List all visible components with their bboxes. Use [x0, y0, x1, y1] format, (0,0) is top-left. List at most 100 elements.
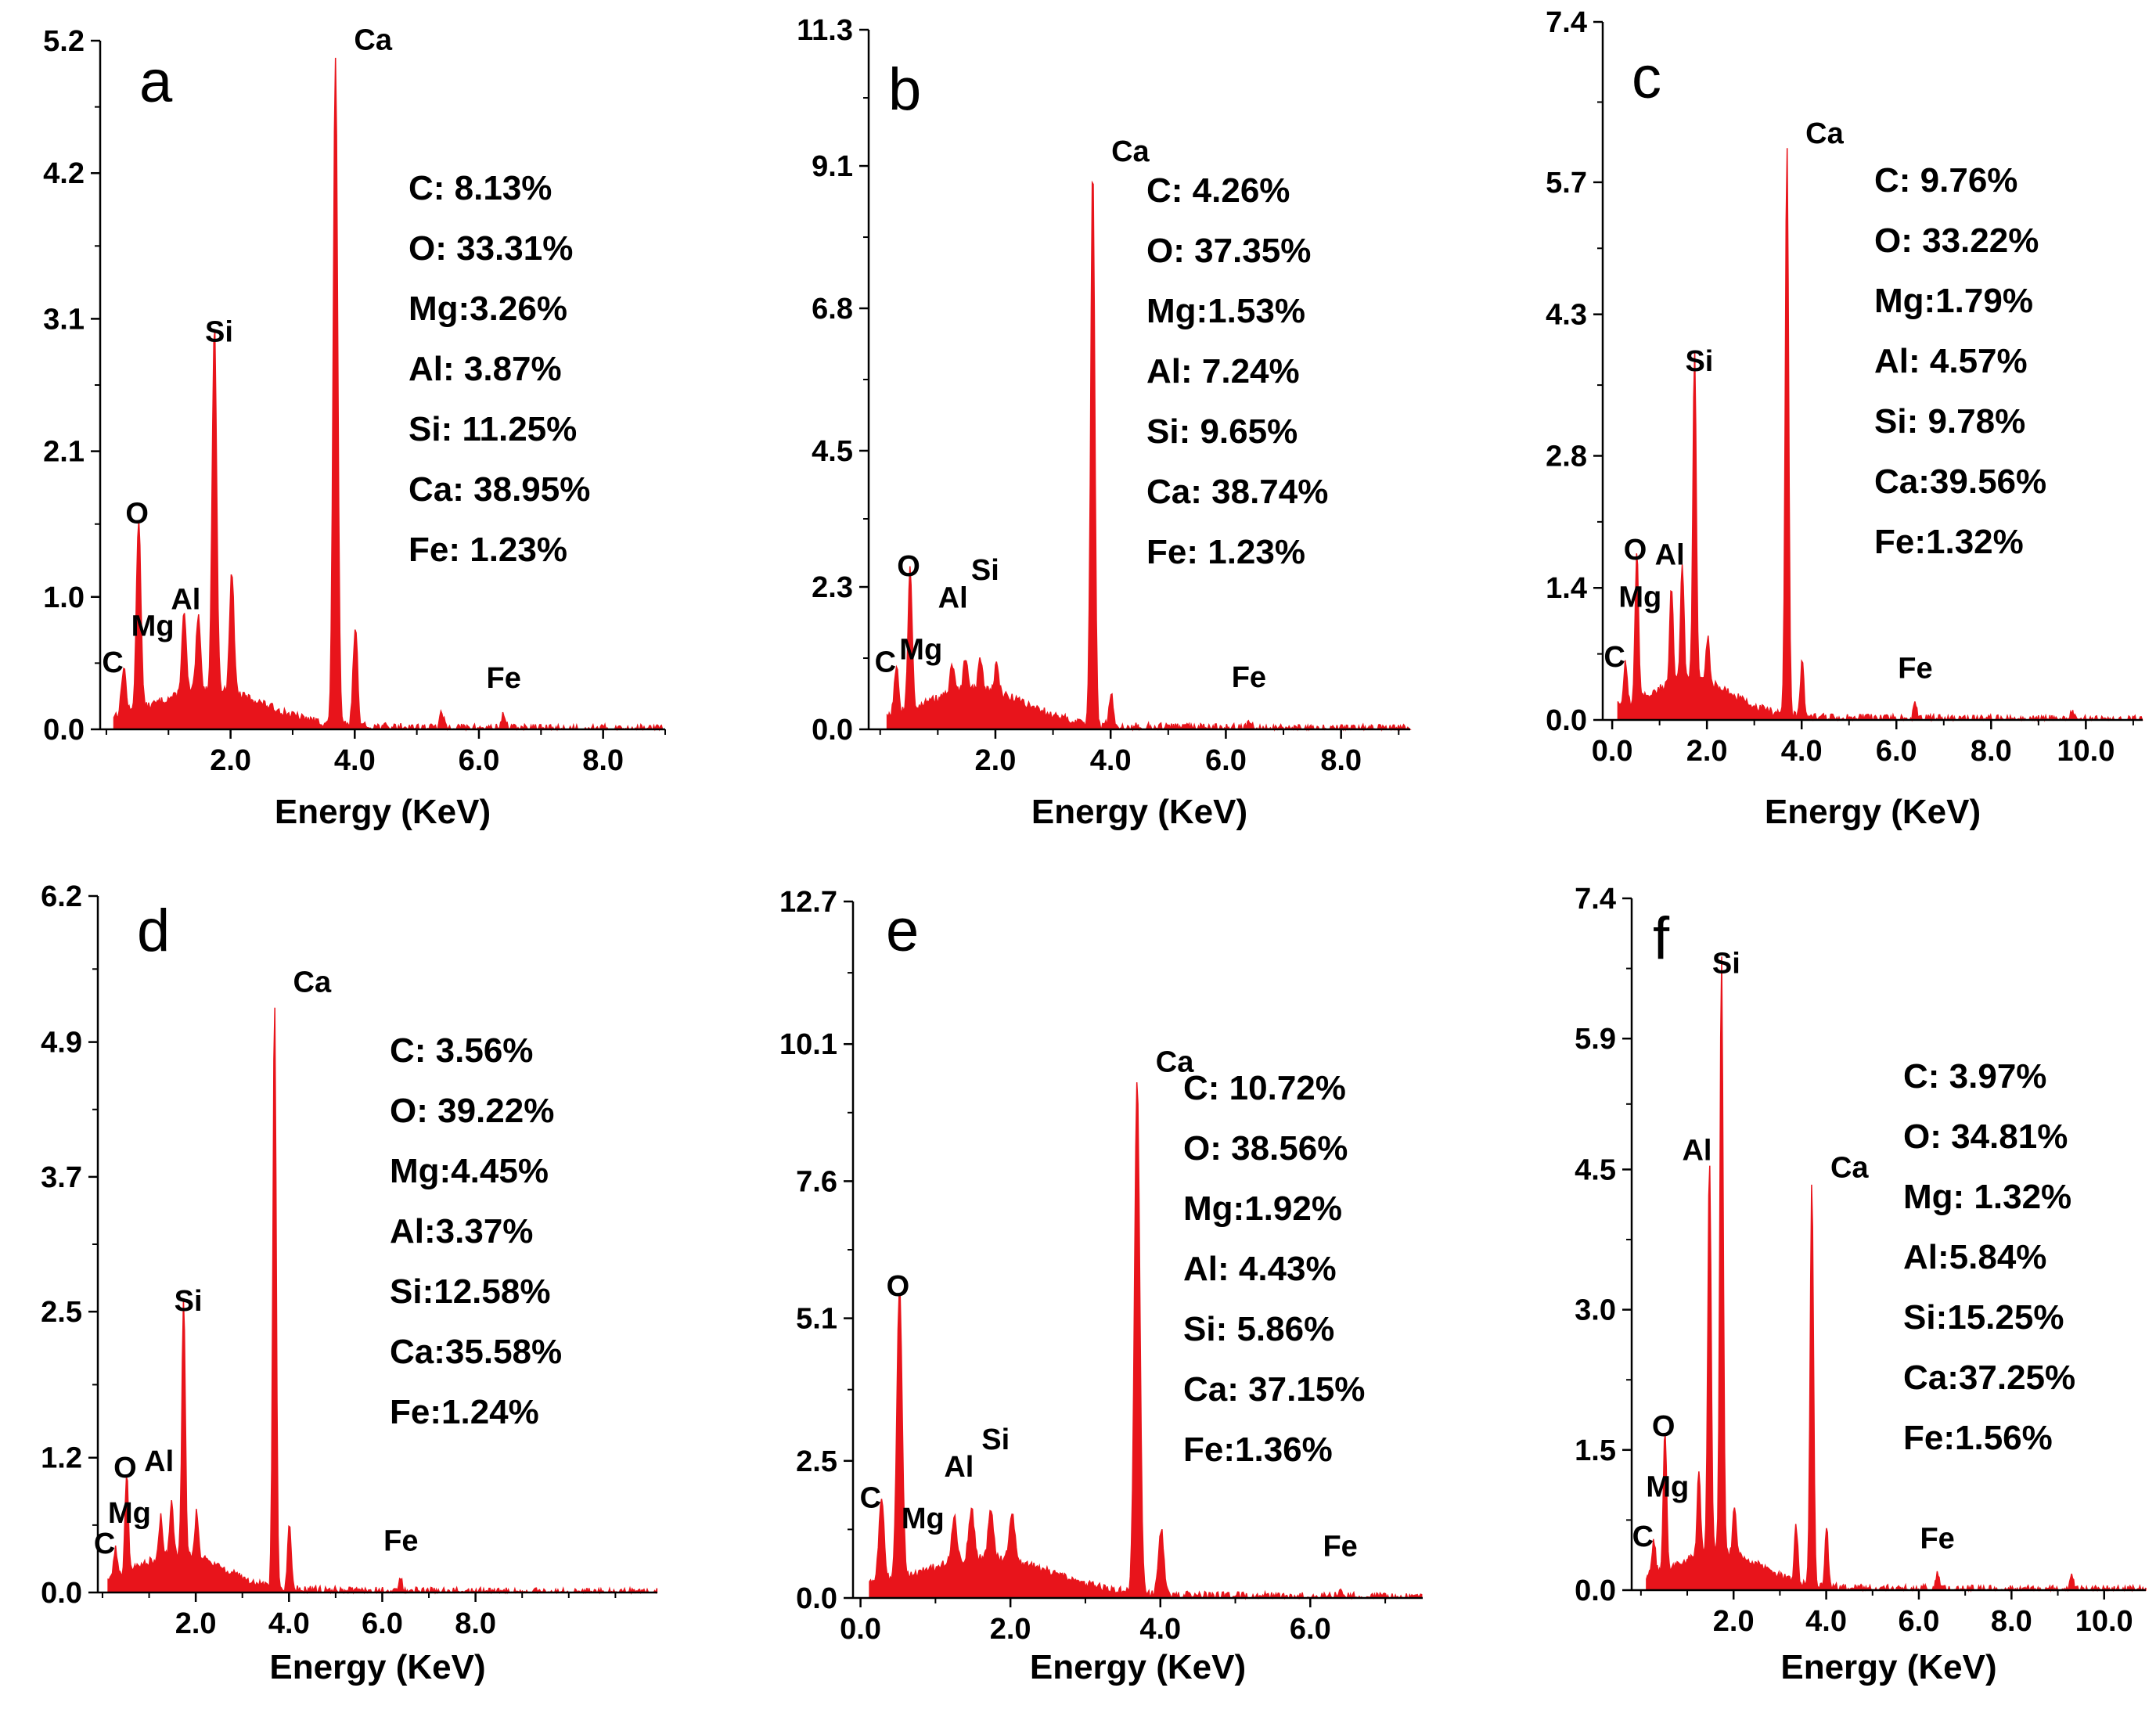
composition-line: Fe:1.32% [1874, 523, 2024, 561]
composition-line: O: 39.22% [390, 1092, 554, 1130]
composition-line: Ca:37.25% [1903, 1359, 2075, 1397]
y-tick-label: 2.8 [1546, 440, 1587, 473]
x-tick-label: 8.0 [1971, 735, 2012, 768]
composition-line: Al: 4.57% [1874, 342, 2028, 380]
y-tick-label: 2.5 [796, 1445, 837, 1478]
peak-label-o: O [125, 498, 149, 531]
x-axis-label: Energy (KeV) [1765, 793, 1981, 831]
peak-label-o: O [887, 1270, 910, 1303]
x-tick-label: 2.0 [1686, 735, 1728, 768]
peak-label-fe: Fe [487, 662, 521, 695]
composition-line: Al:3.37% [390, 1212, 533, 1251]
x-tick-label: 8.0 [582, 744, 624, 777]
peak-label-si: Si [175, 1285, 203, 1318]
panel-f: 0.0 1.5 3.0 4.5 5.9 7.4 2.0 4.0 6.0 8.0 10.0 Energy… [1575, 883, 2147, 1686]
composition-line: Fe: 1.23% [1146, 533, 1305, 571]
peak-label-fe: Fe [1898, 652, 1932, 685]
x-tick-label: 6.0 [1899, 1605, 1940, 1638]
composition-line: Mg: 1.32% [1903, 1178, 2071, 1216]
peak-label-mg: Mg [108, 1497, 151, 1530]
composition-line: Ca: 38.95% [409, 470, 590, 509]
x-tick-label: 4.0 [1781, 735, 1823, 768]
spectrum-area [1617, 148, 2143, 722]
composition-line: Ca: 38.74% [1146, 473, 1328, 511]
y-tick-label: 9.1 [812, 150, 853, 183]
peak-label-al: Al [1682, 1134, 1711, 1167]
y-tick-label: 4.9 [41, 1027, 82, 1060]
y-tick-label: 5.9 [1575, 1023, 1616, 1056]
x-tick-label: 6.0 [362, 1607, 403, 1640]
spectrum-area [113, 57, 665, 732]
y-tick-label: 10.1 [779, 1028, 837, 1061]
peak-label-al: Al [938, 582, 968, 615]
panel-letter: f [1653, 905, 1670, 972]
composition-line: C: 3.97% [1903, 1057, 2046, 1096]
peak-label-c: C [102, 646, 123, 679]
x-tick-label: 4.0 [1805, 1605, 1847, 1638]
x-tick-label: 6.0 [1290, 1613, 1331, 1646]
y-tick-label: 0.0 [812, 714, 853, 747]
composition-line: Si: 9.65% [1146, 412, 1298, 451]
y-tick-label: 3.0 [1575, 1294, 1616, 1327]
x-tick-label: 2.0 [210, 744, 251, 777]
x-axis-label: Energy (KeV) [269, 1648, 485, 1686]
peak-label-c: C [860, 1481, 881, 1514]
peak-label-al: Al [171, 583, 200, 616]
panel-e: 0.0 2.5 5.1 7.6 10.1 12.7 0.0 2.0 4.0 6.0 Energy (… [779, 886, 1423, 1686]
panel-letter: a [139, 49, 173, 115]
panel-a: 0.0 1.0 2.1 3.1 4.2 5.2 2.0 4.0 6.0 8.0 Energy (Ke… [43, 23, 666, 831]
x-tick-label: 10.0 [2057, 735, 2115, 768]
composition-line: C: 4.26% [1146, 171, 1290, 210]
composition-line: Si: 11.25% [409, 410, 577, 448]
peak-label-fe: Fe [1920, 1523, 1954, 1556]
x-tick-label: 0.0 [840, 1613, 881, 1646]
y-tick-label: 7.4 [1546, 6, 1587, 39]
composition-line: Si: 5.86% [1183, 1310, 1334, 1348]
x-tick-label: 2.0 [975, 744, 1017, 777]
peak-label-mg: Mg [1618, 581, 1661, 614]
composition-line: Al: 3.87% [409, 350, 562, 388]
y-tick-label: 0.0 [796, 1582, 837, 1615]
peak-label-o: O [1652, 1410, 1675, 1443]
panel-letter: d [137, 898, 170, 964]
composition-line: C: 10.72% [1183, 1069, 1346, 1107]
x-tick-label: 8.0 [1320, 744, 1362, 777]
y-tick-label: 4.5 [812, 435, 853, 468]
panel-d: 0.0 1.2 2.5 3.7 4.9 6.2 2.0 4.0 6.0 8.0 Energy (Ke… [41, 880, 658, 1686]
peak-label-o: O [1624, 534, 1647, 567]
y-tick-label: 5.2 [43, 25, 85, 58]
peak-label-mg: Mg [899, 633, 942, 666]
panel-letter: e [886, 898, 919, 964]
composition-line: Fe:1.56% [1903, 1419, 2053, 1457]
peak-label-mg: Mg [902, 1502, 945, 1535]
y-tick-label: 4.2 [43, 157, 85, 190]
y-tick-label: 0.0 [41, 1577, 82, 1610]
composition-line: Fe:1.24% [390, 1393, 539, 1431]
spectrum-area [886, 180, 1412, 732]
composition-line: Ca:39.56% [1874, 462, 2046, 501]
peak-label-si: Si [971, 554, 999, 587]
panel-letter: c [1632, 45, 1661, 111]
y-tick-label: 12.7 [779, 886, 837, 919]
x-tick-label: 4.0 [1139, 1613, 1181, 1646]
peak-label-o: O [897, 550, 920, 583]
y-tick-label: 0.0 [43, 714, 85, 747]
x-tick-label: 2.0 [1713, 1605, 1755, 1638]
y-tick-label: 4.3 [1546, 299, 1587, 332]
composition-line: Mg:4.45% [390, 1152, 549, 1190]
y-tick-label: 1.0 [43, 581, 85, 614]
x-tick-label: 8.0 [455, 1607, 496, 1640]
composition-line: Fe: 1.23% [409, 531, 567, 569]
y-tick-label: 4.5 [1575, 1153, 1616, 1186]
x-axis-label: Energy (KeV) [1780, 1648, 1996, 1686]
peak-label-al: Al [1655, 538, 1685, 571]
x-tick-label: 4.0 [1090, 744, 1132, 777]
composition-line: O: 33.31% [409, 229, 573, 268]
x-tick-label: 10.0 [2075, 1605, 2133, 1638]
peak-label-si: Si [981, 1423, 1010, 1456]
x-axis-label: Energy (KeV) [275, 793, 491, 831]
y-tick-label: 1.2 [41, 1442, 82, 1475]
panel-c: 0.0 1.4 2.8 4.3 5.7 7.4 0.0 2.0 4.0 6.0 8.0 10.0 Ene… [1546, 6, 2143, 831]
panel-b: 0.0 2.3 4.5 6.8 9.1 11.3 2.0 4.0 6.0 8.0 Energy (K… [797, 14, 1412, 831]
